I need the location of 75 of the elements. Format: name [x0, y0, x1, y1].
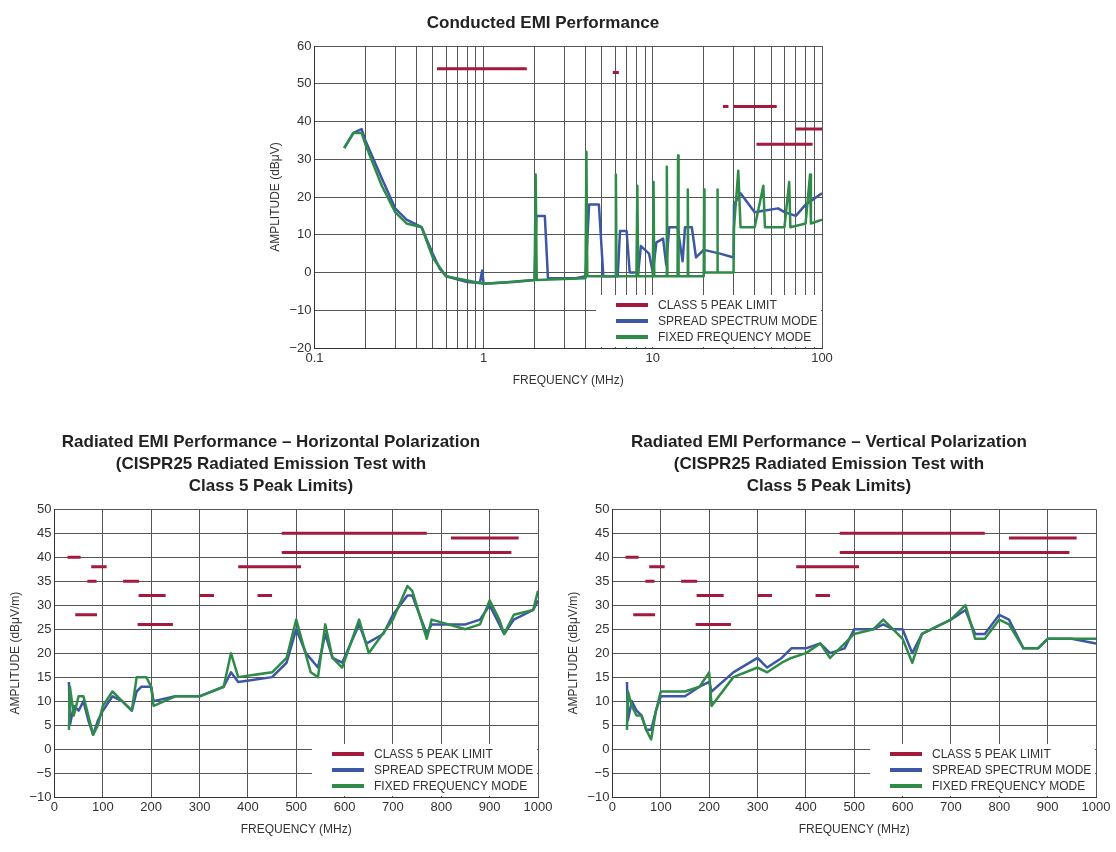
- y-tick-label: 25: [594, 620, 610, 636]
- legend-label: FIXED FREQUENCY MODE: [932, 778, 1086, 794]
- y-tick-label: 0: [602, 740, 610, 756]
- x-tick-label: 600: [891, 799, 914, 815]
- legend-label: CLASS 5 PEAK LIMIT: [658, 297, 777, 313]
- y-tick-label: 5: [44, 716, 52, 732]
- y-tick-label: 50: [594, 500, 610, 516]
- x-axis-title: FREQUENCY (MHz): [798, 822, 910, 837]
- y-tick-label: 45: [36, 524, 52, 540]
- x-tick-label: 800: [430, 799, 453, 815]
- y-tick-label: 20: [296, 188, 312, 204]
- y-axis-title: AMPLITUDE (dBμV/m): [7, 591, 22, 715]
- y-tick-label: 35: [594, 572, 610, 588]
- x-tick-label: 400: [237, 799, 259, 815]
- y-tick-label: −5: [594, 764, 610, 780]
- y-axis-title: AMPLITUDE (dBμV): [267, 142, 282, 252]
- x-tick-label: 100: [91, 799, 114, 815]
- y-tick-label: 40: [36, 548, 52, 564]
- y-tick-label: 15: [36, 668, 52, 684]
- y-tick-label: 30: [594, 596, 610, 612]
- y-tick-label: 10: [36, 692, 52, 708]
- y-tick-label: 10: [296, 226, 312, 242]
- chart-title: Radiated EMI Performance – Horizontal Polarization (CISPR25 Radiated Emission Test with Class 5 Peak Limits): [61, 431, 481, 495]
- legend-label: CLASS 5 PEAK LIMIT: [374, 746, 493, 762]
- x-tick-label: 300: [188, 799, 211, 815]
- y-tick-label: 50: [296, 75, 312, 91]
- x-tick-label: 300: [746, 799, 769, 815]
- y-tick-label: 45: [594, 524, 610, 540]
- x-tick-label: 100: [649, 799, 672, 815]
- x-tick-label: 900: [478, 799, 501, 815]
- y-tick-label: 35: [36, 572, 52, 588]
- x-tick-label: 10: [645, 350, 661, 366]
- y-tick-label: −5: [36, 764, 52, 780]
- y-tick-label: 50: [36, 500, 52, 516]
- x-tick-label: 700: [382, 799, 404, 815]
- y-tick-label: −10: [289, 301, 312, 317]
- x-tick-label: 1: [480, 350, 488, 366]
- x-tick-label: 100: [811, 350, 833, 366]
- y-tick-label: 15: [594, 668, 610, 684]
- x-tick-label: 500: [843, 799, 866, 815]
- y-tick-label: 10: [594, 692, 610, 708]
- x-tick-label: 800: [988, 799, 1011, 815]
- x-tick-label: 200: [698, 799, 721, 815]
- x-tick-label: 1000: [1081, 799, 1111, 815]
- x-tick-label: 900: [1036, 799, 1059, 815]
- chart-title: Conducted EMI Performance: [426, 12, 660, 32]
- legend-label: FIXED FREQUENCY MODE: [658, 329, 812, 345]
- y-tick-label: −10: [29, 788, 52, 804]
- y-tick-label: −10: [587, 788, 610, 804]
- x-tick-label: 600: [333, 799, 356, 815]
- x-tick-label: 200: [140, 799, 163, 815]
- x-axis-title: FREQUENCY (MHz): [512, 373, 624, 388]
- legend-label: FIXED FREQUENCY MODE: [374, 778, 528, 794]
- y-tick-label: 20: [36, 644, 52, 660]
- legend-label: CLASS 5 PEAK LIMIT: [932, 746, 1051, 762]
- y-tick-label: 0: [44, 740, 52, 756]
- y-tick-label: 20: [594, 644, 610, 660]
- chart-title: Radiated EMI Performance – Vertical Polarization (CISPR25 Radiated Emission Test with Class 5 Peak Limits): [631, 431, 1027, 495]
- x-tick-label: 1000: [523, 799, 553, 815]
- x-axis-title: FREQUENCY (MHz): [240, 822, 352, 837]
- legend-label: SPREAD SPECTRUM MODE: [374, 762, 534, 778]
- y-tick-label: 40: [594, 548, 610, 564]
- y-tick-label: 30: [296, 150, 312, 166]
- y-tick-label: 30: [36, 596, 52, 612]
- y-axis-title: AMPLITUDE (dBμV/m): [565, 591, 580, 715]
- legend-label: SPREAD SPECTRUM MODE: [658, 313, 818, 329]
- y-tick-label: 25: [36, 620, 52, 636]
- x-tick-label: 700: [940, 799, 962, 815]
- x-tick-label: 400: [795, 799, 817, 815]
- y-tick-label: 5: [602, 716, 610, 732]
- x-tick-label: 500: [285, 799, 308, 815]
- y-tick-label: 60: [296, 37, 312, 53]
- y-tick-label: 0: [304, 264, 312, 280]
- legend-label: SPREAD SPECTRUM MODE: [932, 762, 1092, 778]
- y-tick-label: 40: [296, 113, 312, 129]
